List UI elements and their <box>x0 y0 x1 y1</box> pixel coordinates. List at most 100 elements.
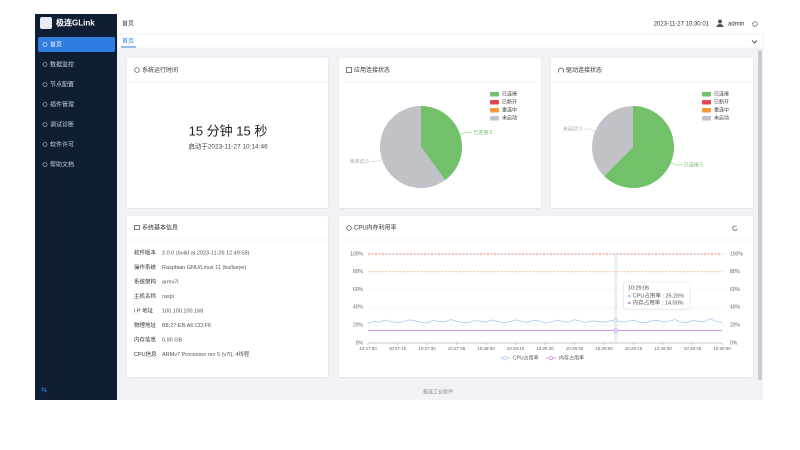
card-title: CPU内存利用率 <box>354 224 397 232</box>
header-bar <box>117 14 763 34</box>
card-title: 系统运行时间 <box>142 66 178 74</box>
pie-slice <box>421 106 462 181</box>
card-dividers <box>127 81 753 241</box>
legend-label: 未启动 <box>502 115 517 122</box>
pie-slice <box>604 106 674 188</box>
x-tick-label: 10:27:00 <box>359 346 377 351</box>
info-label: 软件版本 <box>134 248 157 256</box>
pie-leader <box>583 128 596 132</box>
pie-slice <box>380 106 446 188</box>
settings-icon[interactable] <box>752 21 758 27</box>
y2-tick-label: 100% <box>730 251 743 257</box>
collapse-icon[interactable]: ⇆ <box>41 387 47 394</box>
x-tick-label: 10:27:30 <box>418 346 436 351</box>
y2-tick-label: 0% <box>730 340 738 346</box>
menu-icon <box>42 162 48 167</box>
x-tick-label: 10:30:00 <box>713 346 731 351</box>
info-value: Raspbian GNU/Linux 11 (bullseye) <box>162 265 246 271</box>
series-line <box>367 318 723 324</box>
chart-icon <box>346 67 352 73</box>
breadcrumb: 首页 <box>122 20 134 28</box>
tooltip-dot <box>627 301 631 305</box>
user-name[interactable]: admin <box>728 22 744 28</box>
info-label: 操作系统 <box>134 263 157 271</box>
legend-label: 内存占用率 <box>559 355 584 362</box>
menu-icon <box>42 142 48 147</box>
user-icon-body <box>716 24 724 27</box>
menu-item[interactable]: 首页 <box>50 40 62 48</box>
legend-label: 未启动 <box>714 115 729 122</box>
tab-dropdown[interactable] <box>751 40 758 44</box>
y-tick-label: 20% <box>353 323 364 329</box>
legend-swatch <box>490 116 499 121</box>
legend-swatch <box>702 116 711 121</box>
legend-label: 已断开 <box>502 99 517 106</box>
card-title: 应用连接状态 <box>354 66 390 74</box>
tooltip-dot <box>627 294 631 298</box>
info-value: B8:27:EB:A6:CD:F6 <box>162 323 211 329</box>
card-title: 系统基本信息 <box>142 224 178 232</box>
menu-active-bg <box>38 37 115 52</box>
pie-slice <box>591 106 633 176</box>
info-label: CPU信息 <box>134 350 157 358</box>
y-tick-label: 60% <box>353 287 364 293</box>
info-label: 物理地址 <box>134 321 157 329</box>
pie-label: 未启动:3 <box>350 158 369 165</box>
info-label: 内存信息 <box>134 335 157 343</box>
menu-item[interactable]: 节点配置 <box>50 80 74 88</box>
info-value: 0.90 GB <box>162 337 183 343</box>
info-label: 系统架构 <box>134 277 157 285</box>
tooltip-line: CPU占用率 : 25.26% <box>633 291 684 299</box>
pie-leader <box>370 159 383 162</box>
user-icon[interactable] <box>718 19 722 24</box>
y-tick-label: 0% <box>356 340 364 346</box>
x-tick-label: 10:28:00 <box>477 346 495 351</box>
refresh-icon[interactable] <box>732 225 738 231</box>
menu-icon <box>42 42 48 47</box>
legend-label: 已断开 <box>714 99 729 106</box>
x-tick-label: 10:29:45 <box>684 346 702 351</box>
y-tick-label: 80% <box>353 269 364 275</box>
info-icon <box>134 225 140 230</box>
y2-tick-label: 40% <box>730 305 741 311</box>
clock-icon <box>134 67 140 73</box>
y-tick-label: 40% <box>353 305 364 311</box>
y-tick-label: 100% <box>350 251 363 257</box>
menu-item[interactable]: 帮助文档 <box>50 160 74 168</box>
brand: 极连GLink <box>56 18 95 28</box>
datetime: 2023-11-27 10:30:01 <box>654 22 710 28</box>
menu-item[interactable]: 数据监控 <box>50 60 74 68</box>
pie-leader <box>459 132 472 135</box>
logo <box>40 17 52 29</box>
x-tick-label: 10:27:15 <box>389 346 407 351</box>
legend-dot <box>548 355 554 361</box>
info-value: 2.0.0 (build at 2023-11-26 12:49:58) <box>162 250 250 256</box>
x-tick-label: 10:29:30 <box>654 346 672 351</box>
footer: 极连工业软件 <box>423 388 453 395</box>
menu-item[interactable]: 插件管理 <box>50 100 74 108</box>
x-tick-label: 10:29:00 <box>595 346 613 351</box>
info-value: 100.100.100.168 <box>162 308 203 314</box>
x-tick-label: 10:29:15 <box>625 346 643 351</box>
menu-icon <box>42 82 48 87</box>
tab[interactable]: 首页 <box>122 37 134 45</box>
cpu-icon <box>346 225 352 231</box>
uptime-started: 启动于2023-11-27 10:14:46 <box>188 142 268 151</box>
pie-label: 未启动:3 <box>563 125 582 132</box>
tooltip-title: 10:29:06 <box>628 285 649 291</box>
menu-item[interactable]: 软件许可 <box>50 140 74 148</box>
driver-icon <box>558 67 564 73</box>
x-tick-label: 10:27:45 <box>448 346 466 351</box>
menu-icon <box>42 122 48 127</box>
info-value: raspi <box>162 294 174 300</box>
uptime-value: 15 分钟 15 秒 <box>189 123 268 138</box>
pie-leader <box>670 162 683 166</box>
legend-label: 已连接 <box>502 91 517 98</box>
info-label: I P 地址 <box>134 306 154 314</box>
hover-point <box>613 318 618 323</box>
menu-item[interactable]: 调试诊断 <box>50 120 74 128</box>
info-value: ARMv7 Processor rev 5 (v7l), 4线程 <box>162 350 250 358</box>
y2-tick-label: 60% <box>730 287 741 293</box>
info-value: armv7l <box>162 279 179 285</box>
